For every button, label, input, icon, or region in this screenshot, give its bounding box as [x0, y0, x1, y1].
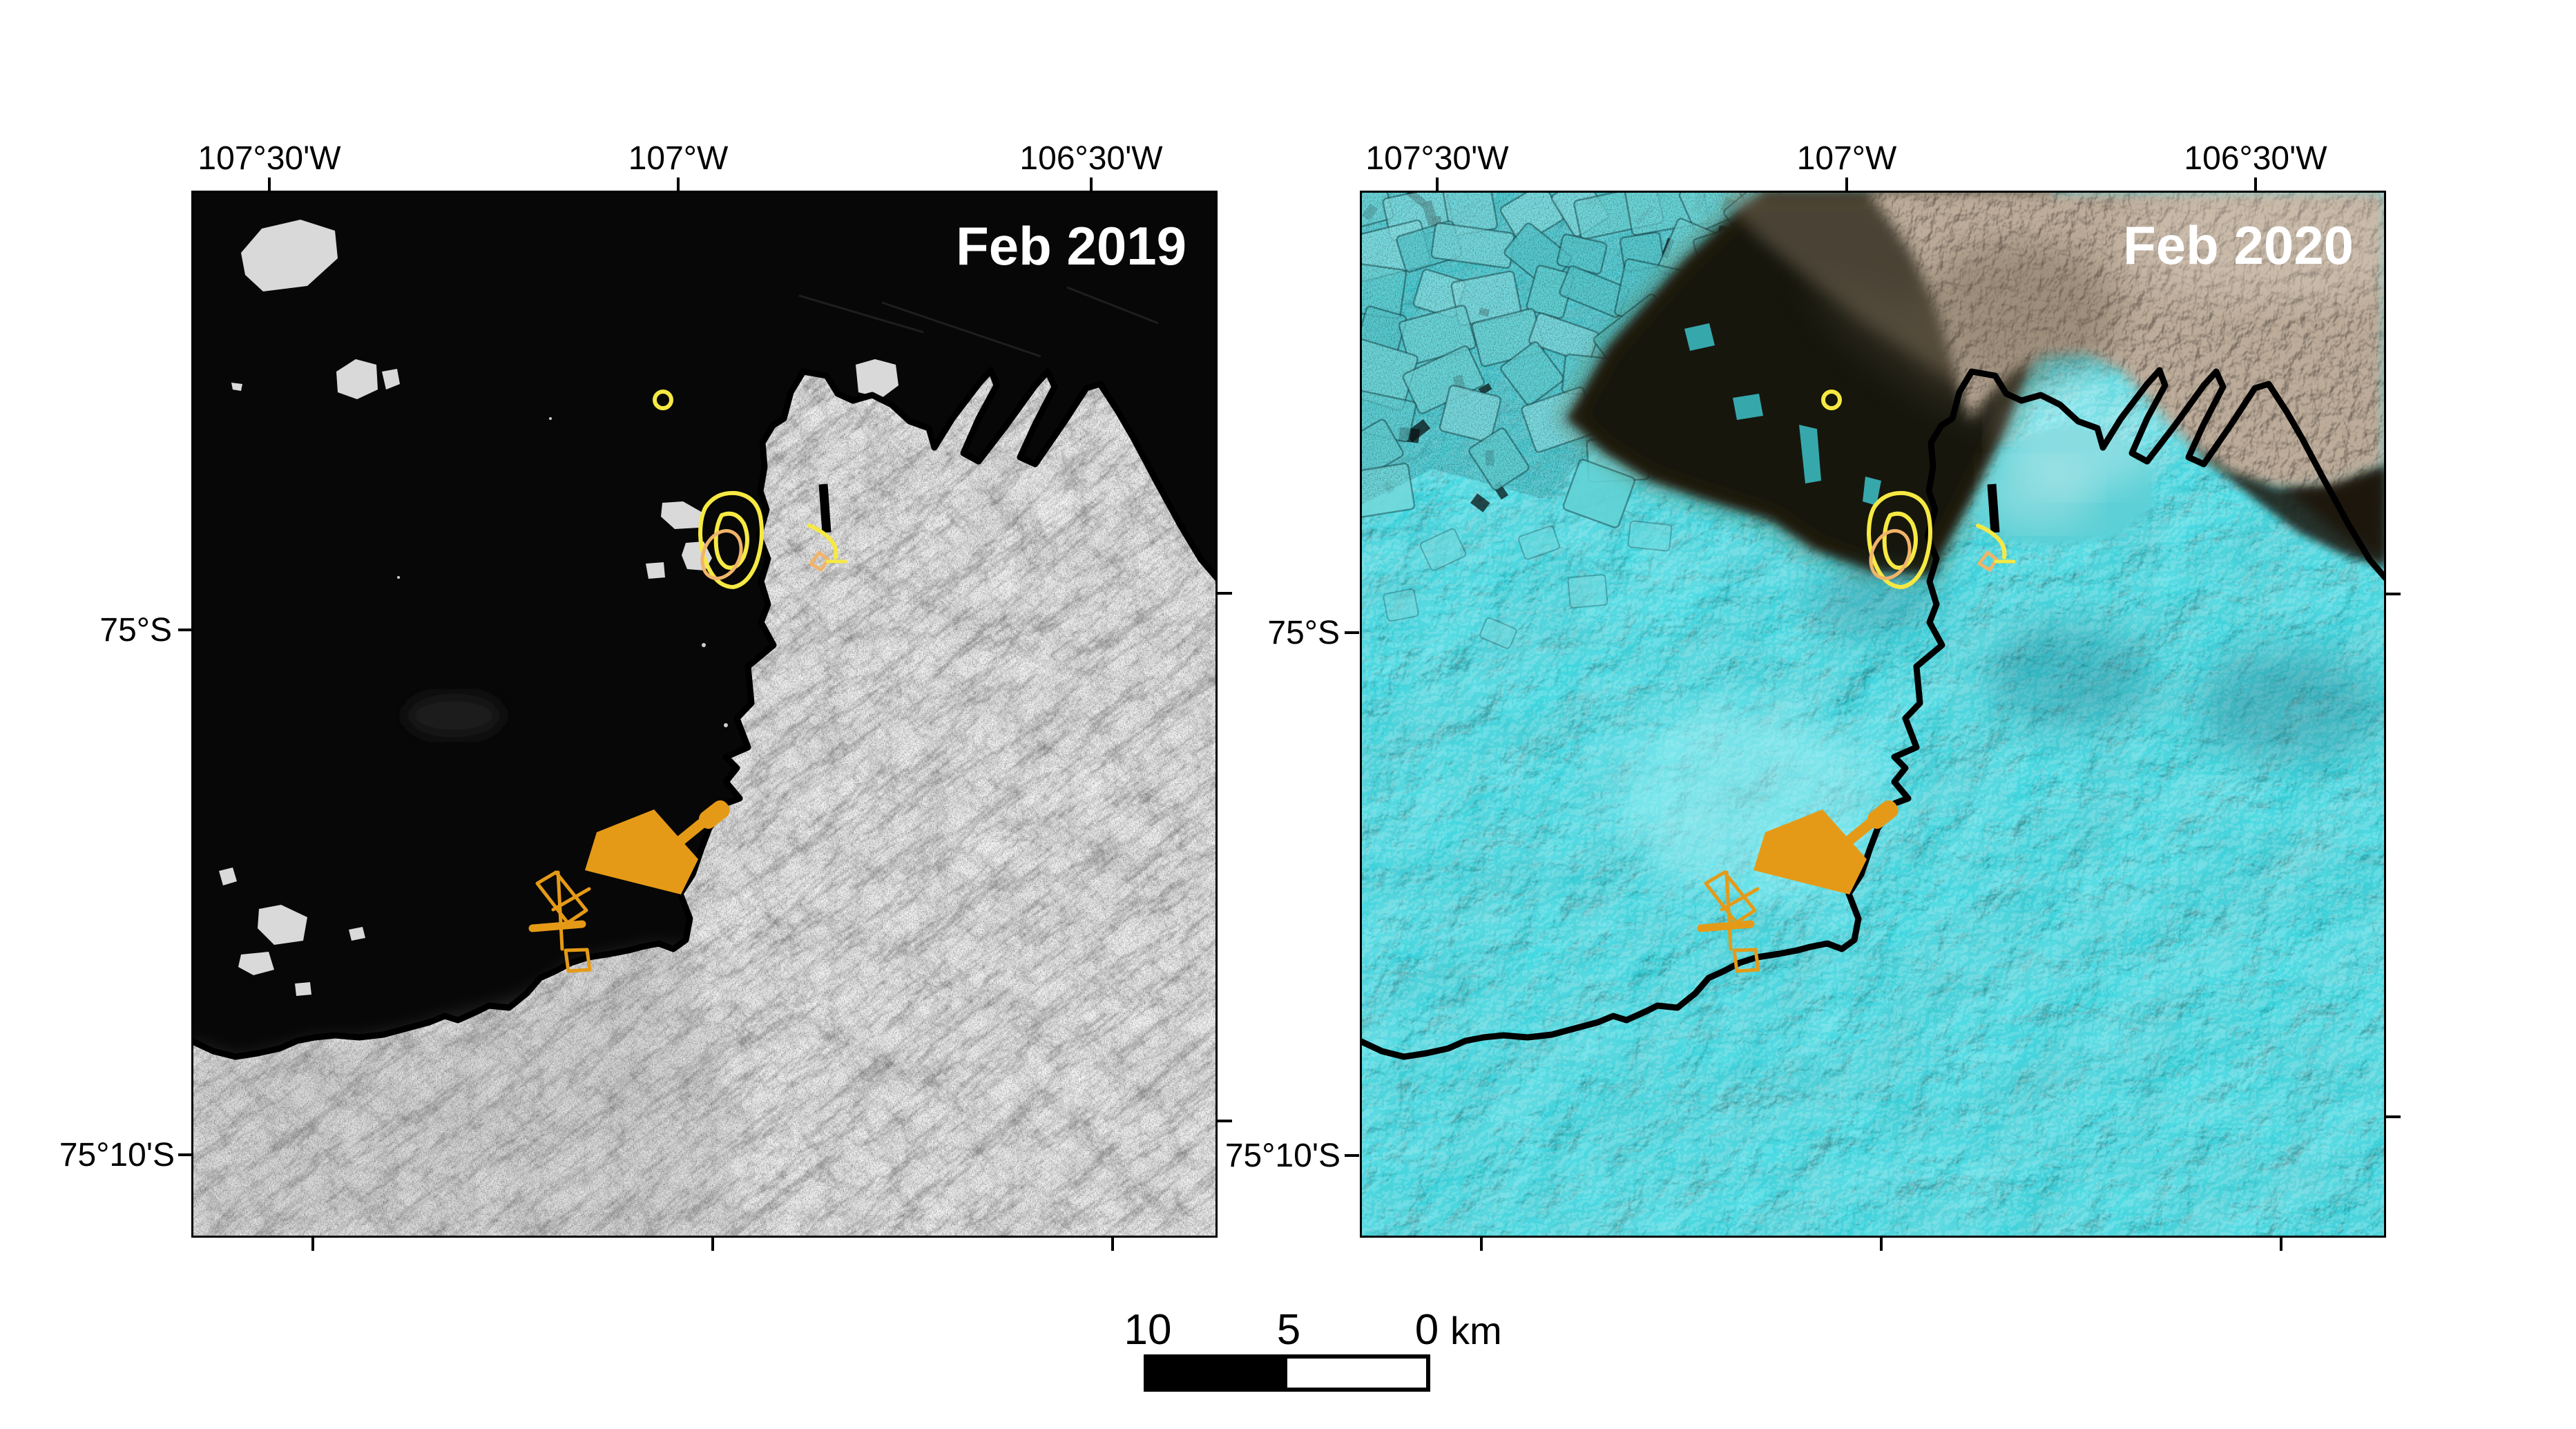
svg-text:106°30'W: 106°30'W: [2184, 140, 2327, 177]
svg-text:Feb 2020: Feb 2020: [2123, 215, 2354, 276]
svg-text:75°10'S: 75°10'S: [59, 1137, 175, 1173]
svg-text:107°30'W: 107°30'W: [1365, 140, 1509, 177]
svg-text:75°S: 75°S: [99, 612, 172, 649]
svg-text:0: 0: [1415, 1306, 1439, 1354]
svg-text:106°30'W: 106°30'W: [1019, 140, 1163, 177]
svg-text:75°10'S: 75°10'S: [1225, 1138, 1340, 1174]
svg-text:107°30'W: 107°30'W: [198, 140, 341, 177]
svg-text:75°S: 75°S: [1267, 615, 1340, 651]
svg-text:5: 5: [1277, 1306, 1300, 1354]
svg-text:km: km: [1450, 1309, 1502, 1352]
svg-text:107°W: 107°W: [628, 140, 729, 177]
svg-text:Feb 2019: Feb 2019: [956, 215, 1186, 276]
svg-text:107°W: 107°W: [1797, 140, 1897, 177]
svg-text:10: 10: [1124, 1306, 1172, 1354]
